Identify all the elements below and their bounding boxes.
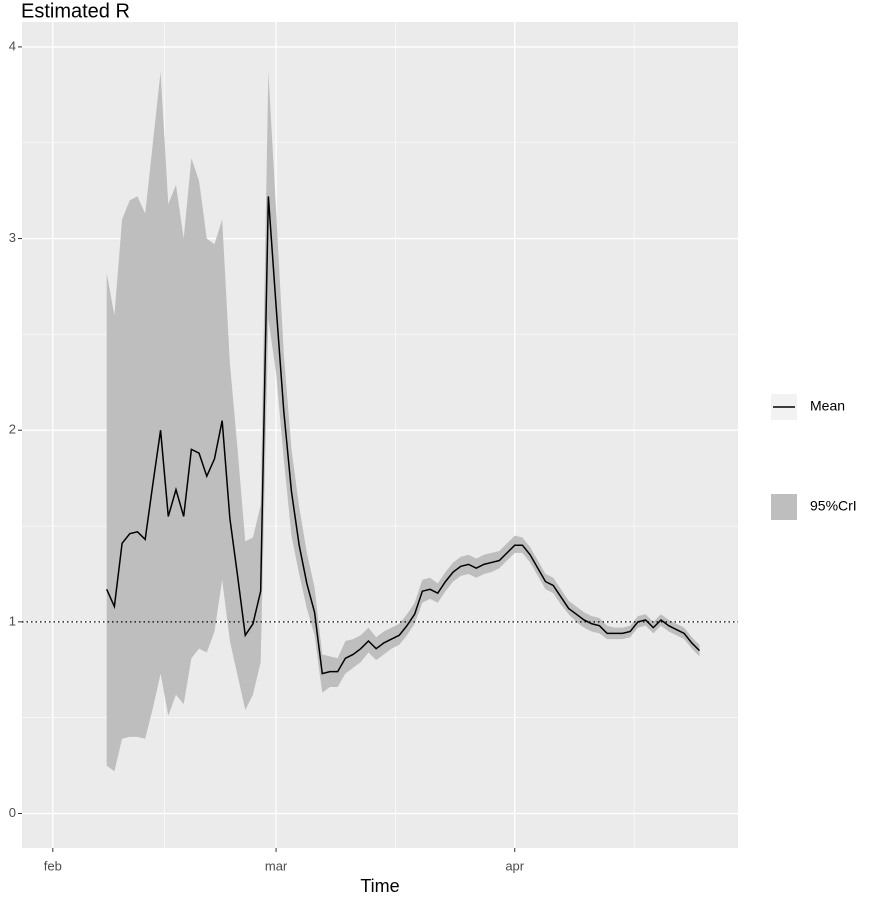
legend-label: 95%CrI	[810, 498, 857, 514]
legend-label: Mean	[810, 398, 845, 414]
y-tick-label: 0	[9, 805, 16, 820]
mean-line	[106, 196, 701, 675]
x-tick-label: feb	[44, 858, 62, 873]
y-tick-label: 1	[9, 613, 16, 628]
legend-key	[771, 494, 797, 520]
x-tick-label: apr	[505, 858, 524, 873]
chart-title: Estimated R	[21, 0, 130, 22]
x-axis-label: Time	[360, 876, 399, 896]
y-tick-label: 2	[9, 422, 16, 437]
credible-interval-band	[106, 71, 700, 772]
y-tick-label: 4	[9, 38, 16, 53]
x-tick-label: mar	[265, 858, 288, 873]
y-tick-label: 3	[9, 230, 16, 245]
